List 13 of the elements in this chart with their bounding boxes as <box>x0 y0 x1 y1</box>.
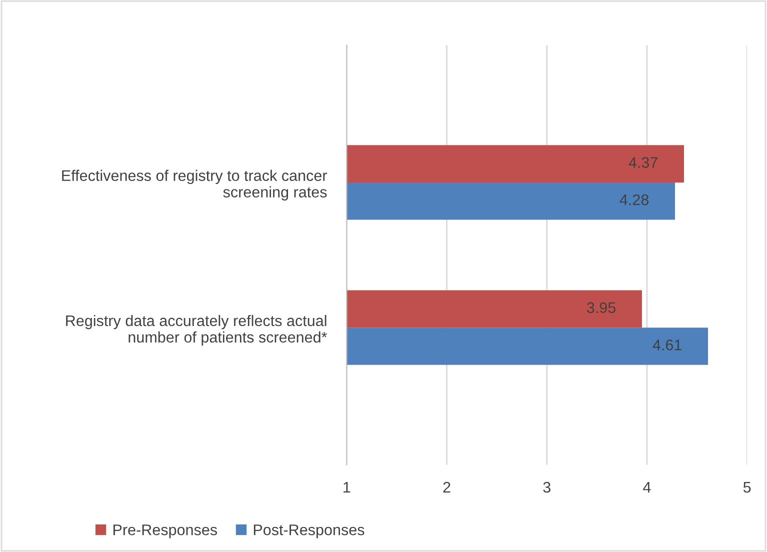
x-tick-label: 5 <box>743 482 751 493</box>
data-label: 4.28 <box>620 194 649 206</box>
legend-label: Post-Responses <box>254 524 364 538</box>
data-label: 4.37 <box>628 157 658 168</box>
y-tick-label: Registry data accurately reflects actual number of patients screened* <box>66 314 328 346</box>
x-tick-label: 2 <box>443 482 450 493</box>
y-tick-label: Effectiveness of registry to track cancer screening rates <box>62 170 327 200</box>
data-label: 3.95 <box>586 302 616 314</box>
legend-label: Pre-Responses <box>114 524 217 538</box>
x-tick-label: 3 <box>543 482 550 493</box>
data-label: 4.61 <box>652 340 682 350</box>
x-tick-label: 4 <box>643 482 651 493</box>
x-tick-label: 1 <box>344 482 350 493</box>
